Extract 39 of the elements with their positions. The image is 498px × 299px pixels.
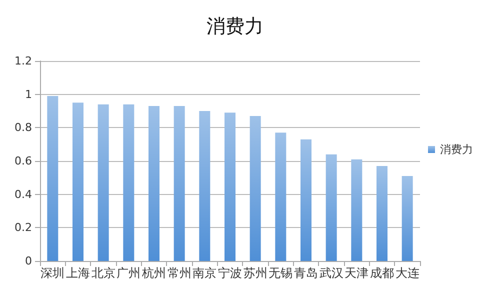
y-tick-label: 1.2 — [14, 54, 32, 68]
bar — [275, 132, 286, 261]
x-tick-label: 上海 — [66, 266, 90, 280]
bar — [224, 112, 236, 261]
x-tick-label: 杭州 — [141, 266, 166, 280]
bar — [148, 106, 160, 261]
x-tick-label: 成都 — [370, 266, 394, 280]
y-tick-label: 1 — [25, 88, 32, 101]
x-tick-label: 天津 — [344, 266, 369, 280]
y-tick-label: 0 — [25, 254, 32, 268]
y-tick-label: 0.6 — [14, 154, 32, 168]
bar — [351, 159, 362, 261]
x-tick-label: 南京 — [192, 266, 217, 280]
y-tick-label: 0.4 — [14, 188, 32, 201]
x-tick-label: 苏州 — [243, 266, 268, 280]
y-tick-label: 0.2 — [14, 221, 32, 234]
bar — [72, 102, 84, 261]
bar — [199, 111, 210, 261]
bar — [123, 104, 134, 261]
x-tick-label: 北京 — [91, 266, 116, 280]
x-tick-label: 无锡 — [268, 266, 293, 280]
x-tick-label: 武汉 — [319, 266, 344, 280]
bar — [326, 154, 337, 261]
bar — [174, 106, 185, 261]
bar — [47, 96, 58, 261]
x-tick-label: 大连 — [395, 266, 420, 280]
bar — [402, 176, 413, 261]
y-tick-label: 0.8 — [14, 121, 32, 134]
chart-title: 消费力 — [206, 16, 264, 38]
bar — [98, 104, 109, 261]
x-tick-label: 深圳 — [40, 266, 65, 280]
x-tick-label: 宁波 — [218, 266, 242, 280]
x-tick-label: 广州 — [116, 266, 141, 280]
bar — [250, 116, 261, 261]
bar — [300, 139, 312, 261]
bar — [376, 166, 388, 261]
x-tick-label: 常州 — [167, 266, 192, 280]
x-tick-label: 青岛 — [294, 266, 318, 280]
legend-label: 消费力 — [440, 143, 473, 156]
